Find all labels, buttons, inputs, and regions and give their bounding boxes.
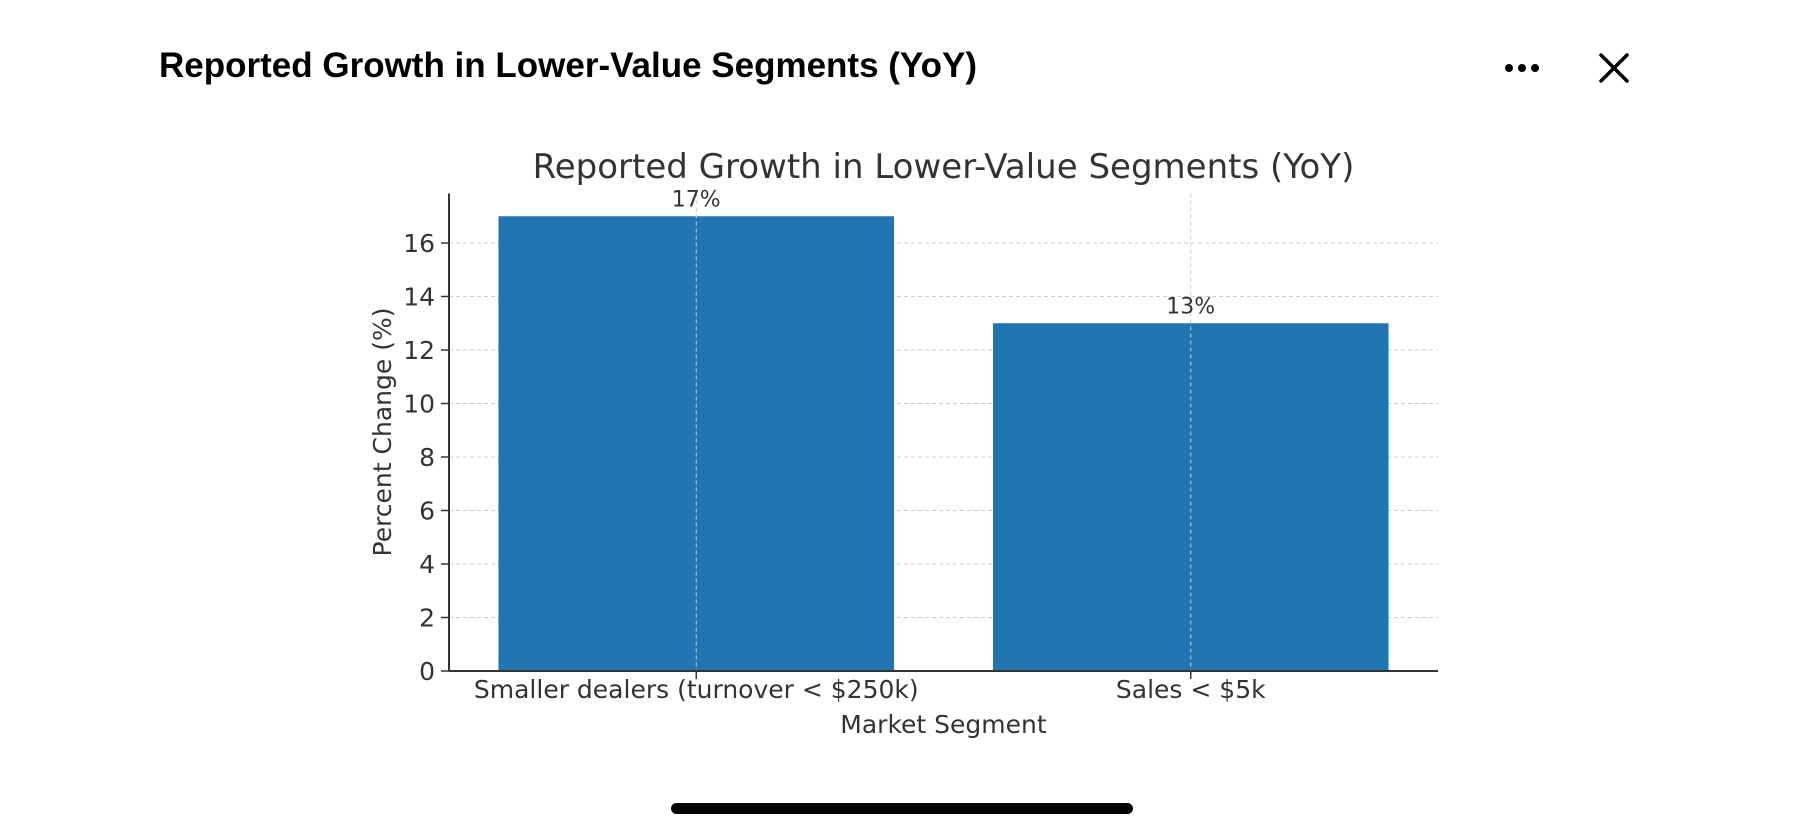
y-axis-title: Percent Change (%) [368, 308, 397, 557]
y-tick-label: 0 [419, 657, 435, 686]
data-label: 17% [672, 187, 721, 212]
y-tick-label: 8 [419, 443, 435, 472]
page-title: Reported Growth in Lower-Value Segments … [159, 46, 978, 85]
close-button[interactable] [1592, 46, 1636, 90]
home-indicator[interactable] [671, 803, 1133, 814]
chart-title: Reported Growth in Lower-Value Segments … [533, 147, 1355, 187]
x-tick-label: Sales < $5k [1116, 675, 1266, 704]
y-tick-label: 10 [403, 390, 435, 419]
y-tick-label: 2 [419, 604, 435, 633]
ellipsis-icon [1505, 64, 1539, 72]
y-tick-label: 4 [419, 550, 435, 579]
data-label: 13% [1166, 294, 1215, 319]
more-options-button[interactable] [1500, 48, 1544, 88]
y-tick-label: 16 [403, 229, 435, 258]
x-axis-title: Market Segment [840, 710, 1047, 739]
close-icon [1599, 53, 1629, 83]
y-tick-label: 12 [403, 336, 435, 365]
y-tick-label: 6 [419, 497, 435, 526]
y-tick-label: 14 [403, 283, 435, 312]
x-tick-label: Smaller dealers (turnover < $250k) [474, 675, 919, 704]
